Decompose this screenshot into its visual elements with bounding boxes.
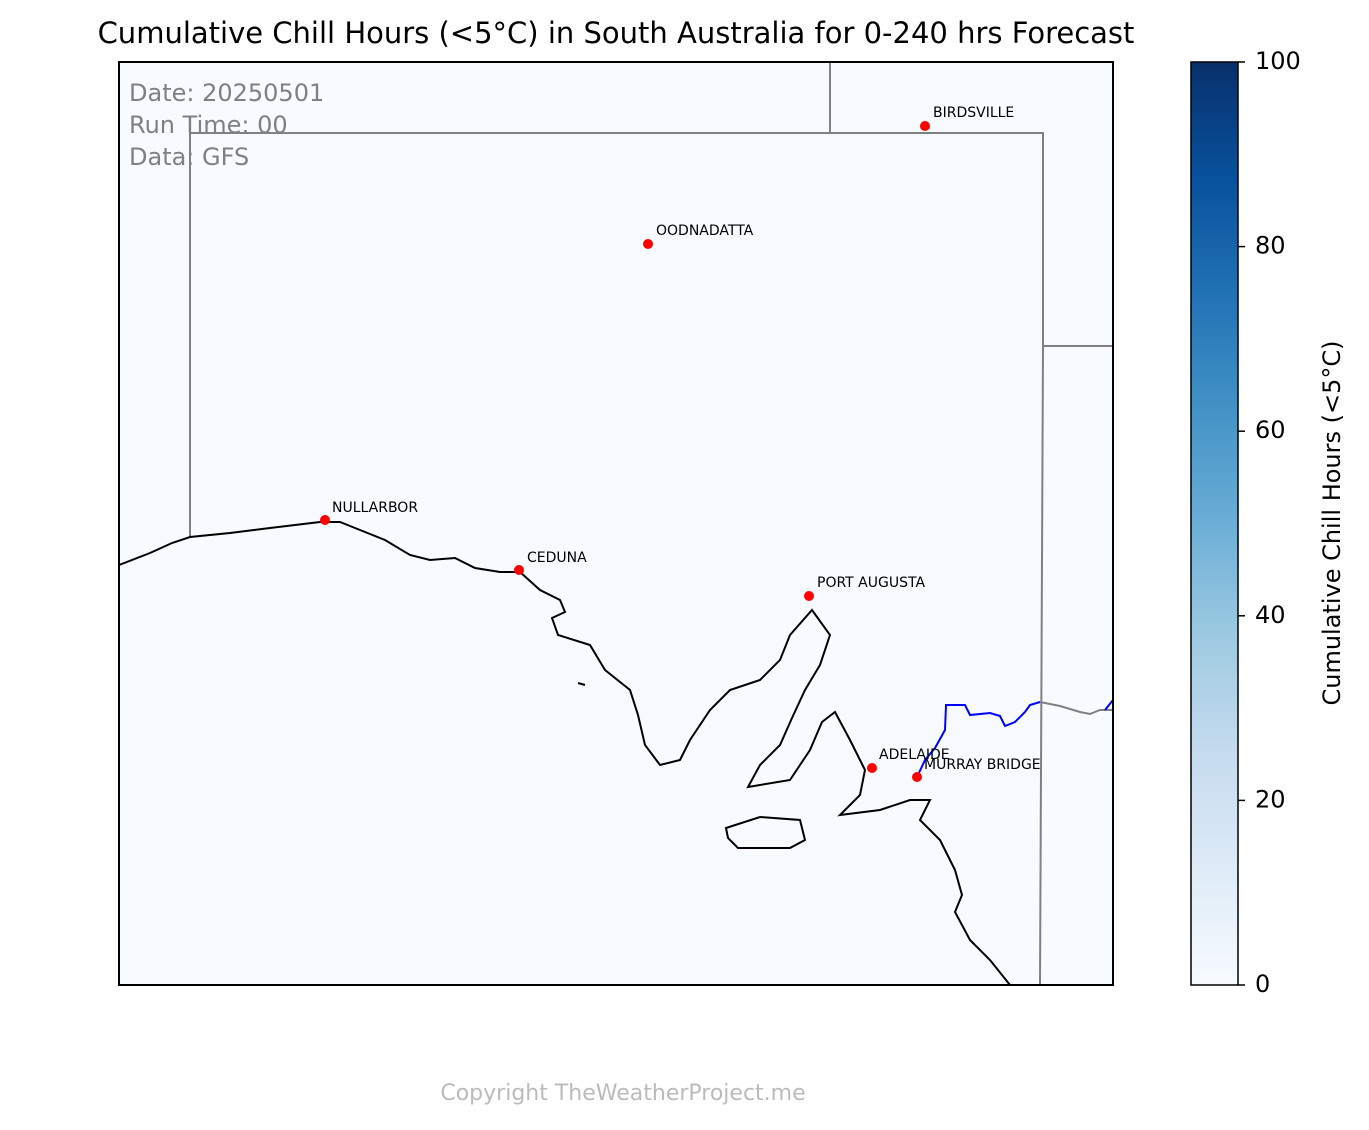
- city-marker: [514, 565, 524, 575]
- city-marker: [643, 239, 653, 249]
- city-marker: [804, 591, 814, 601]
- tick-label: 0: [1255, 970, 1270, 998]
- city-marker: [912, 772, 922, 782]
- tick-label: 80: [1255, 232, 1286, 260]
- info-text: Date: 20250501 Run Time: 00 Data: GFS: [129, 79, 324, 171]
- info-line: Data: GFS: [129, 143, 249, 171]
- city-marker: [920, 121, 930, 131]
- copyright: Copyright TheWeatherProject.me: [440, 1081, 805, 1106]
- city-marker: [867, 763, 877, 773]
- city-label: BIRDSVILLE: [933, 105, 1014, 121]
- tick-label: 40: [1255, 601, 1286, 629]
- city-label: OODNADATTA: [656, 223, 754, 239]
- colorbar: [1190, 61, 1239, 986]
- state-borders: [189, 62, 1113, 986]
- city-label: CEDUNA: [527, 550, 587, 566]
- city-label: NULLARBOR: [332, 500, 418, 516]
- title: Cumulative Chill Hours (<5°C) in South A…: [98, 16, 1135, 50]
- murray-river: [917, 701, 1041, 776]
- map-area: [119, 62, 1113, 985]
- city-label: MURRAY BRIDGE: [924, 757, 1041, 773]
- cities: BIRDSVILLE OODNADATTA NULLARBOR CEDUNA PORT …: [320, 105, 1041, 782]
- colorbar-label: Cumulative Chill Hours (<5°C): [1318, 340, 1346, 705]
- tick-label: 60: [1255, 416, 1286, 444]
- city-label: ADELAIDE: [879, 747, 950, 763]
- info-line: Date: 20250501: [129, 79, 324, 107]
- colorbar-ticks: 0 20 40 60 80 100: [1238, 47, 1301, 998]
- tick-label: 100: [1255, 47, 1301, 75]
- coastline: [118, 521, 1011, 986]
- map-frame: [118, 61, 1114, 986]
- info-line: Run Time: 00: [129, 111, 288, 139]
- tick-label: 20: [1255, 785, 1286, 813]
- city-label: PORT AUGUSTA: [817, 575, 925, 591]
- city-marker: [320, 515, 330, 525]
